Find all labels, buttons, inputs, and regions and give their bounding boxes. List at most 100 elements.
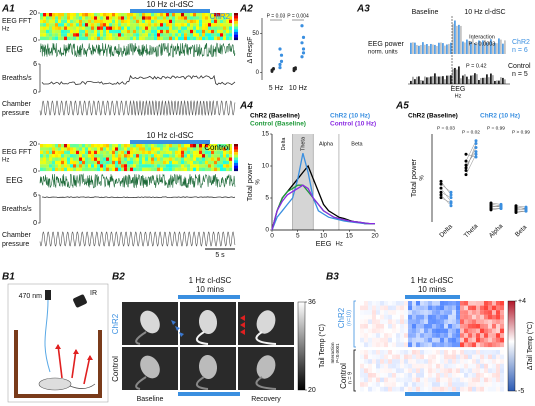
histogram-bar: [412, 42, 414, 54]
spectrogram-cell: [178, 26, 182, 30]
heatmap-cell: [388, 363, 393, 369]
spectrogram-cell: [46, 13, 50, 17]
heatmap-cell: [452, 310, 457, 315]
spectrogram-cell: [202, 19, 206, 24]
spectrogram-cell: [43, 157, 47, 161]
heatmap-cell: [436, 310, 441, 315]
point: [279, 59, 284, 64]
spectrogram-cell: [157, 33, 161, 37]
heatmap-cell: [484, 382, 489, 387]
spectrogram-cell: [82, 157, 86, 161]
point: [439, 179, 443, 183]
spectrogram-cell: [88, 144, 92, 148]
point: [524, 206, 528, 210]
heatmap-cell: [464, 324, 469, 329]
spectrogram-cell: [166, 33, 170, 37]
spectrogram-cell: [97, 13, 101, 17]
pair-line: [515, 210, 527, 213]
spectrogram-cell: [190, 167, 194, 172]
spectrogram-cell: [199, 16, 203, 20]
spectrogram-cell: [178, 144, 182, 148]
heatmap-cell: [364, 368, 369, 374]
spectrogram-cell: [124, 167, 128, 172]
spectrogram-cell: [193, 167, 197, 172]
series-line: [271, 164, 375, 231]
spectrogram-cell: [49, 144, 53, 148]
heatmap-cell: [416, 337, 421, 343]
spectrogram-cell: [49, 150, 53, 155]
spectrogram-cell: [58, 19, 62, 24]
heatmap-cell: [376, 324, 381, 329]
spectrogram-cell: [220, 157, 224, 161]
spectrogram-cell: [163, 167, 167, 172]
heatmap-cell: [428, 377, 433, 383]
heatmap-cell: [360, 305, 365, 311]
heatmap-cell: [376, 319, 381, 325]
spectrogram-cell: [214, 167, 218, 172]
heatmap-cell: [364, 324, 369, 329]
heatmap-cell: [420, 337, 425, 343]
heatmap-cell: [416, 342, 421, 348]
spectrogram-cell: [91, 154, 95, 158]
spectrogram-cell: [196, 26, 200, 30]
spectrogram-cell: [133, 144, 137, 148]
heatmap-cell: [452, 319, 457, 325]
histogram-bar: [474, 73, 476, 84]
spectrogram-cell: [166, 16, 170, 20]
spectrogram-cell: [157, 150, 161, 155]
spectrogram-cell: [124, 29, 128, 34]
pair-line: [490, 204, 502, 207]
x-tick-label: Alpha: [488, 223, 505, 240]
heatmap-cell: [408, 328, 413, 334]
point: [292, 66, 296, 70]
spectrogram-cell: [46, 144, 50, 148]
heatmap-cell: [440, 377, 445, 383]
spectrogram-cell: [193, 147, 197, 151]
heatmap-cell: [388, 337, 393, 343]
pair-line: [490, 208, 502, 211]
heatmap-cell: [496, 324, 501, 329]
spectrogram-cell: [136, 157, 140, 161]
spectrogram-cell: [61, 36, 65, 41]
spectrogram-cell: [100, 150, 104, 155]
spectrogram-cell: [193, 33, 197, 37]
heatmap-cell: [472, 359, 477, 364]
spectrogram-cell: [130, 164, 134, 168]
heatmap-cell: [464, 328, 469, 334]
heatmap-cell: [476, 350, 481, 355]
spectrogram-cell: [145, 164, 149, 168]
mouse-tail: [196, 376, 209, 390]
histogram-bar: [462, 75, 464, 84]
spectrogram-cell: [118, 150, 122, 155]
heatmap-cell: [400, 377, 405, 383]
heatmap-cell: [392, 337, 397, 343]
heatmap-cell: [492, 333, 497, 338]
point: [464, 173, 468, 177]
spectrogram-cell: [70, 23, 74, 27]
heatmap-cell: [480, 319, 485, 325]
spectrogram-cell: [181, 144, 185, 148]
spectrogram-cell: [58, 160, 62, 165]
spectrogram-cell: [133, 29, 137, 34]
spectrogram-cell: [103, 26, 107, 30]
spectrogram-cell: [196, 167, 200, 172]
heatmap-cell: [364, 386, 369, 392]
spectrogram-cell: [193, 157, 197, 161]
heatmap-cell: [496, 314, 501, 320]
heatmap-cell: [468, 324, 473, 329]
heatmap-cell: [428, 368, 433, 374]
spectrogram-cell: [184, 164, 188, 168]
heatmap-cell: [488, 377, 493, 383]
spectrogram-cell: [85, 147, 89, 151]
heatmap-cell: [432, 337, 437, 343]
heatmap-cell: [468, 337, 473, 343]
histogram-bar: [468, 79, 470, 84]
spectrogram-cell: [46, 23, 50, 27]
point: [300, 41, 304, 45]
spectrogram-cell: [67, 29, 71, 34]
heatmap-cell: [360, 324, 365, 329]
heatmap-cell: [420, 382, 425, 387]
spectrogram-cell: [142, 147, 146, 151]
legend-entry: ChR2 (10 Hz): [330, 113, 370, 120]
spectrogram-cell: [85, 144, 89, 148]
